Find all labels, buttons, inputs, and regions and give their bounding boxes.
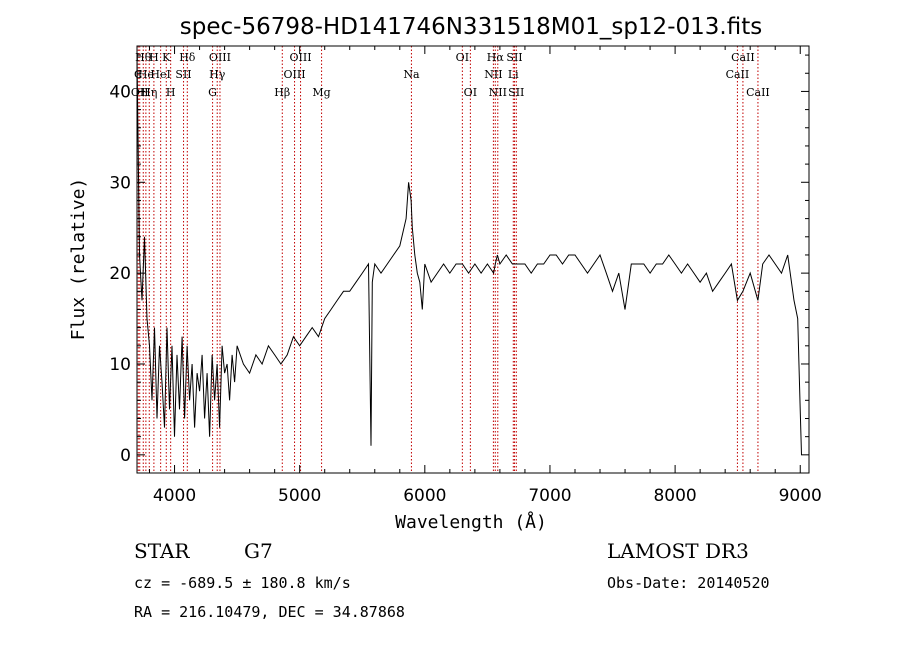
line-label-6: HeI bbox=[150, 68, 170, 81]
x-tick-label-1: 5000 bbox=[278, 486, 321, 506]
x-axis: 4000 5000 6000 7000 8000 9000 bbox=[149, 46, 822, 506]
spectrum-series-line bbox=[136, 55, 802, 455]
line-label-19: OI bbox=[456, 51, 469, 64]
line-label-1: OII bbox=[131, 86, 149, 99]
line-label-20: OI bbox=[464, 86, 477, 99]
redshift-velocity: cz = -689.5 ± 180.8 km/s bbox=[134, 574, 351, 592]
line-label-27: CaII bbox=[726, 68, 750, 81]
line-label-11: G bbox=[208, 86, 217, 99]
observation-date: Obs-Date: 20140520 bbox=[607, 574, 770, 592]
line-label-8: H bbox=[166, 86, 176, 99]
line-label-5: H bbox=[149, 51, 159, 64]
x-tick-label-5: 9000 bbox=[779, 486, 822, 506]
line-label-26: SII bbox=[508, 86, 524, 99]
y-tick-label-3: 30 bbox=[109, 173, 131, 193]
line-label-0: C bbox=[134, 68, 142, 81]
line-label-4: Hη bbox=[141, 86, 157, 99]
line-label-2: Hθ bbox=[135, 51, 152, 64]
x-axis-label: Wavelength (Å) bbox=[395, 511, 547, 533]
line-label-24: Li bbox=[508, 68, 519, 81]
y-tick-label-4: 40 bbox=[109, 82, 131, 102]
line-label-28: CaII bbox=[731, 51, 755, 64]
y-tick-label-0: 0 bbox=[120, 446, 131, 466]
line-label-23: NII bbox=[489, 86, 507, 99]
object-class: STAR bbox=[134, 539, 190, 563]
line-label-13: OIII bbox=[209, 51, 231, 64]
spectral-line-markers bbox=[137, 46, 759, 473]
line-label-3: He bbox=[138, 68, 154, 81]
x-tick-label-2: 6000 bbox=[403, 486, 446, 506]
y-tick-label-1: 10 bbox=[109, 355, 131, 375]
x-tick-label-3: 7000 bbox=[528, 486, 571, 506]
survey-name: LAMOST DR3 bbox=[607, 539, 749, 563]
line-label-7: K bbox=[162, 51, 171, 64]
line-label-12: Hγ bbox=[209, 68, 226, 81]
line-label-15: OIII bbox=[284, 68, 306, 81]
line-label-9: SII bbox=[175, 68, 191, 81]
line-label-25: SII bbox=[506, 51, 522, 64]
plot-frame bbox=[136, 45, 810, 474]
object-subclass: G7 bbox=[244, 539, 273, 563]
line-label-18: Na bbox=[403, 68, 420, 81]
spectral-line-labels: COIIHθHeHηHHeIKHSIIHδGHγOIIIHβOIIIOIIIMg… bbox=[131, 51, 770, 99]
line-label-10: Hδ bbox=[179, 51, 196, 64]
coordinates: RA = 216.10479, DEC = 34.87868 bbox=[134, 603, 405, 621]
x-tick-label-0: 4000 bbox=[153, 486, 196, 506]
y-tick-label-2: 20 bbox=[109, 264, 131, 284]
line-label-22: Hα bbox=[487, 51, 505, 64]
y-axis-label: Flux (relative) bbox=[68, 178, 89, 341]
y-axis: 0 10 20 30 40 bbox=[109, 54, 809, 466]
line-label-17: Mg bbox=[312, 86, 330, 99]
line-label-14: Hβ bbox=[274, 86, 290, 99]
x-tick-label-4: 8000 bbox=[653, 486, 696, 506]
chart-title: spec-56798-HD141746N331518M01_sp12-013.f… bbox=[180, 14, 762, 40]
line-label-16: OIII bbox=[290, 51, 312, 64]
line-label-29: CaII bbox=[746, 86, 770, 99]
line-label-21: NII bbox=[484, 68, 502, 81]
